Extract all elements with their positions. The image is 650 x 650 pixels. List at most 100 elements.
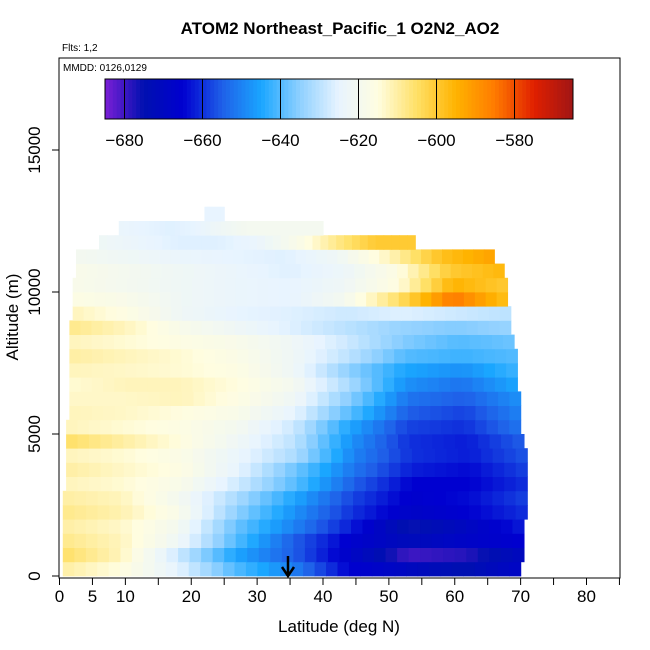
colorbar-segment: [284, 79, 289, 119]
heatmap-cell: [362, 533, 375, 548]
heatmap-cell: [259, 348, 272, 364]
colorbar-segment: [292, 79, 297, 119]
heatmap-cell: [191, 334, 204, 350]
heatmap-cell: [320, 235, 329, 250]
heatmap-cell: [466, 434, 479, 449]
heatmap-cell: [136, 363, 149, 378]
heatmap-cell: [105, 277, 117, 293]
heatmap-cell: [436, 334, 448, 350]
heatmap-cell: [91, 320, 104, 335]
heatmap-cell: [268, 292, 280, 307]
heatmap-cell: [77, 462, 90, 477]
heatmap-cell: [91, 405, 104, 421]
heatmap-cell: [100, 476, 113, 492]
heatmap-cell: [398, 434, 411, 449]
heatmap-cell: [497, 561, 510, 577]
heatmap-cell: [200, 221, 207, 236]
heatmap-cell: [202, 505, 215, 520]
heatmap-cell: [388, 448, 402, 463]
colorbar-segment: [557, 79, 562, 119]
heatmap-cell: [192, 448, 206, 463]
colorbar-segment: [475, 79, 480, 119]
heatmap-cell: [422, 490, 435, 506]
heatmap-cell: [453, 292, 465, 307]
heatmap-cell: [155, 547, 168, 563]
heatmap-cell: [306, 434, 319, 449]
heatmap-cell: [478, 434, 491, 449]
heatmap-cell: [282, 348, 294, 364]
heatmap-cell: [394, 377, 406, 392]
heatmap-cell: [261, 221, 268, 236]
heatmap-cell: [223, 206, 225, 222]
x-tick-label: 70: [511, 587, 530, 606]
heatmap-cell: [226, 306, 238, 321]
heatmap-cell: [304, 519, 318, 534]
heatmap-cell: [469, 476, 482, 492]
heatmap-cell: [385, 391, 398, 406]
heatmap-cell: [375, 434, 388, 449]
heatmap-cell: [399, 505, 412, 520]
heatmap-cell: [333, 277, 346, 293]
heatmap-cell: [296, 476, 309, 492]
heatmap-cell: [140, 263, 152, 279]
heatmap-cell: [213, 505, 226, 520]
heatmap-cell: [366, 277, 378, 293]
heatmap-cell: [80, 377, 93, 392]
heatmap-cell: [329, 505, 343, 520]
heatmap-cell: [235, 547, 248, 563]
heatmap-cell: [304, 348, 317, 364]
heatmap-cell: [204, 462, 217, 477]
heatmap-cell: [477, 306, 490, 321]
heatmap-cell: [257, 561, 270, 577]
heatmap-cell: [423, 306, 435, 321]
heatmap-cell: [416, 363, 429, 378]
heatmap-cell: [247, 263, 259, 279]
heatmap-cell: [266, 221, 273, 236]
heatmap-cell: [438, 363, 451, 378]
heatmap-cell: [345, 320, 357, 335]
heatmap-cell: [385, 533, 398, 548]
heatmap-cell: [116, 277, 128, 293]
heatmap-cell: [295, 505, 308, 520]
heatmap-cell: [351, 547, 364, 563]
heatmap-cell: [434, 462, 448, 477]
heatmap-cell: [158, 476, 171, 492]
colorbar-segment: [366, 79, 371, 119]
flights-label: Flts: 1,2: [62, 43, 98, 54]
heatmap-cell: [69, 320, 82, 335]
heatmap-cell: [469, 462, 482, 477]
heatmap-cell: [215, 306, 227, 321]
heatmap-cell: [159, 405, 172, 421]
heatmap-cell: [342, 448, 355, 463]
heatmap-cell: [353, 490, 366, 506]
heatmap-cell: [307, 221, 314, 236]
heatmap-cell: [342, 462, 355, 477]
heatmap-cell: [144, 490, 157, 506]
heatmap-cell: [223, 561, 236, 577]
heatmap-cell: [492, 505, 505, 520]
heatmap-cell: [159, 391, 172, 406]
heatmap-cell: [290, 320, 302, 335]
heatmap-cell: [466, 306, 479, 321]
heatmap-cell: [344, 235, 353, 250]
heatmap-cell: [474, 292, 487, 307]
heatmap-cell: [135, 448, 148, 463]
heatmap-cell: [247, 519, 260, 534]
heatmap-cell: [469, 448, 482, 463]
heatmap-cell: [502, 334, 515, 350]
heatmap-cell: [226, 434, 239, 449]
heatmap-cell: [120, 547, 133, 563]
heatmap-cell: [97, 561, 110, 577]
heatmap-cell: [178, 519, 191, 534]
heatmap-cell: [351, 391, 364, 406]
heatmap-cell: [300, 277, 313, 293]
heatmap-cell: [446, 476, 459, 492]
heatmap-cell: [262, 448, 275, 463]
heatmap-cell: [445, 490, 459, 506]
heatmap-cell: [300, 292, 313, 307]
heatmap-cell: [336, 235, 345, 250]
heatmap-cell: [169, 334, 182, 350]
heatmap-cell: [165, 561, 178, 577]
heatmap-cell: [166, 519, 179, 534]
heatmap-cell: [335, 306, 348, 321]
